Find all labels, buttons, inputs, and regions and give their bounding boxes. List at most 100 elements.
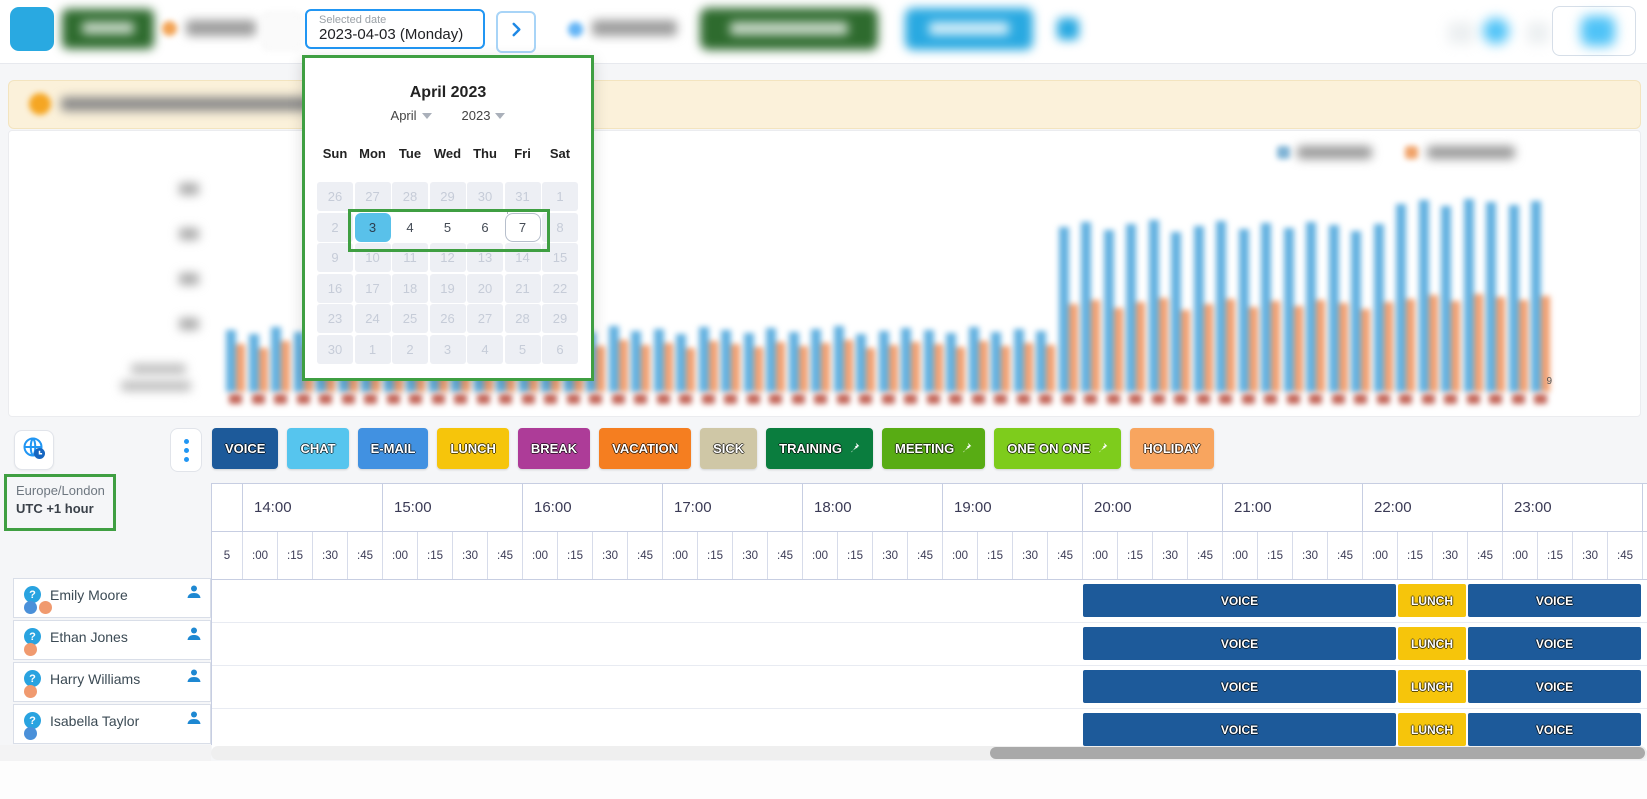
blurred-chart-legend-1 <box>1297 146 1372 159</box>
help-icon[interactable]: ? <box>24 712 41 729</box>
blurred-x-tick <box>1444 394 1457 404</box>
help-icon[interactable]: ? <box>24 670 41 687</box>
calendar-day-3[interactable]: 3 <box>354 212 391 242</box>
blurred-toolbar-icon-3[interactable] <box>1527 22 1549 44</box>
shift-bar-voice[interactable]: VOICE <box>1083 627 1396 660</box>
chart-bar-blue <box>811 329 821 392</box>
employee-row-harry-williams[interactable]: ? Harry Williams <box>13 662 211 702</box>
legend-chip-sick[interactable]: SICK <box>700 428 758 469</box>
person-icon[interactable] <box>186 584 202 605</box>
hour-cell: 16:00 <box>523 484 663 531</box>
chart-bar-blue <box>923 330 934 392</box>
help-icon[interactable]: ? <box>24 586 41 603</box>
blurred-x-tick <box>521 394 535 404</box>
calendar-day-8: 8 <box>542 212 578 242</box>
legend-chip-voice[interactable]: VOICE <box>212 428 279 469</box>
blurred-toolbar-icon-2[interactable] <box>1483 18 1509 44</box>
legend-chip-training[interactable]: TRAINING <box>766 428 873 469</box>
chart-bar-blue <box>1508 205 1519 392</box>
blurred-x-tick <box>251 394 265 404</box>
blurred-green-button[interactable] <box>62 9 154 49</box>
quarter-cell: :00 <box>943 532 978 579</box>
app-logo-button[interactable] <box>10 7 54 51</box>
employee-row-isabella-taylor[interactable]: ? Isabella Taylor <box>13 704 211 744</box>
calendar-day-6[interactable]: 6 <box>467 212 503 242</box>
employee-name: Isabella Taylor <box>50 712 140 729</box>
shift-bar-lunch[interactable]: LUNCH <box>1398 584 1466 617</box>
legend-menu-button[interactable] <box>170 428 202 472</box>
shift-bar-voice[interactable]: VOICE <box>1468 713 1641 746</box>
legend-chip-meeting[interactable]: MEETING <box>882 428 986 469</box>
person-icon[interactable] <box>186 626 202 647</box>
status-dot <box>24 727 37 740</box>
shift-bar-voice[interactable]: VOICE <box>1083 713 1396 746</box>
shift-bar-voice[interactable]: VOICE <box>1083 670 1396 703</box>
legend-chip-one-on-one[interactable]: ONE ON ONE <box>994 428 1122 469</box>
calendar-day-4[interactable]: 4 <box>392 212 428 242</box>
shift-bar-lunch[interactable]: LUNCH <box>1398 627 1466 660</box>
horizontal-scrollbar-thumb[interactable] <box>990 747 1645 759</box>
shift-bar-lunch[interactable]: LUNCH <box>1398 713 1466 746</box>
blurred-x-tick <box>1196 394 1210 404</box>
timezone-globe-button[interactable] <box>14 430 54 470</box>
calendar-day-5[interactable]: 5 <box>429 212 466 242</box>
quarter-cell: :15 <box>1118 532 1153 579</box>
selected-date-input[interactable]: Selected date 2023-04-03 (Monday) <box>305 9 485 49</box>
employee-row-ethan-jones[interactable]: ? Ethan Jones <box>13 620 211 660</box>
blurred-small-button[interactable] <box>262 12 302 50</box>
blurred-toggle-label <box>186 20 256 36</box>
quarter-cell: :45 <box>1188 532 1223 579</box>
quarter-cell: :00 <box>383 532 418 579</box>
chart-bar-orange <box>866 348 875 392</box>
blurred-link-icon[interactable] <box>1057 18 1079 40</box>
blurred-x-tick <box>971 394 985 404</box>
shift-bar-voice[interactable]: VOICE <box>1468 627 1641 660</box>
employee-name: Harry Williams <box>50 670 141 687</box>
blurred-blue-action-button[interactable] <box>905 8 1033 50</box>
next-day-button[interactable] <box>496 11 536 53</box>
chart-bar-orange <box>1406 299 1415 392</box>
blurred-x-tick <box>1084 394 1097 404</box>
hour-cell: 22:00 <box>1363 484 1503 531</box>
shift-bar-voice[interactable]: VOICE <box>1468 670 1641 703</box>
legend-chip-label: HOLIDAY <box>1143 441 1201 456</box>
legend-chip-e-mail[interactable]: E-MAIL <box>357 428 429 469</box>
legend-chip-vacation[interactable]: VACATION <box>599 428 692 469</box>
chart-bar-blue <box>1103 230 1114 392</box>
profile-button[interactable] <box>1552 6 1636 56</box>
legend-chip-holiday[interactable]: HOLIDAY <box>1130 428 1214 469</box>
chart-bar-orange <box>1158 298 1168 392</box>
help-icon[interactable]: ? <box>24 628 41 645</box>
chart-bar-orange <box>596 346 605 392</box>
calendar-day-7[interactable]: 7 + <box>504 207 541 242</box>
blurred-x-tick <box>926 394 940 404</box>
blurred-green-action-button[interactable] <box>700 8 878 50</box>
weekday-header: Sun Mon Tue Wed Thu Fri Sat <box>317 146 578 161</box>
status-dot <box>24 601 37 614</box>
legend-chip-break[interactable]: BREAK <box>517 428 591 469</box>
person-icon[interactable] <box>186 710 202 731</box>
shift-bar-lunch[interactable]: LUNCH <box>1398 670 1466 703</box>
year-select[interactable]: 2023 <box>462 108 506 123</box>
person-icon[interactable] <box>186 668 202 689</box>
today-plus-marker: + <box>504 206 511 218</box>
shift-bar-voice[interactable]: VOICE <box>1468 584 1641 617</box>
schedule-lane-isabella-taylor: VOICE LUNCH VOICE <box>212 709 1647 752</box>
chart-bar-blue <box>878 331 889 392</box>
legend-chip-lunch[interactable]: LUNCH <box>437 428 509 469</box>
shift-bar-voice[interactable]: VOICE <box>1083 584 1396 617</box>
blurred-x-tick <box>319 394 332 404</box>
chart-bar-blue <box>676 334 686 392</box>
month-select[interactable]: April <box>391 108 432 123</box>
quarter-cell-partial: 5 <box>212 532 243 579</box>
employee-row-emily-moore[interactable]: ? Emily Moore <box>13 578 211 618</box>
blurred-toggle-dot[interactable] <box>162 21 177 36</box>
legend-chip-chat[interactable]: CHAT <box>287 428 349 469</box>
calendar-day-28: 28 <box>392 182 428 211</box>
blurred-toggle-dot-2[interactable] <box>568 22 583 37</box>
quarter-header-row: 5:00:15:30:45:00:15:30:45:00:15:30:45:00… <box>212 532 1647 580</box>
chart-bar-blue <box>743 333 754 392</box>
quarter-cell: :00 <box>1223 532 1258 579</box>
blurred-toolbar-icon-1[interactable] <box>1448 22 1474 44</box>
hour-cell: 15:00 <box>383 484 523 531</box>
